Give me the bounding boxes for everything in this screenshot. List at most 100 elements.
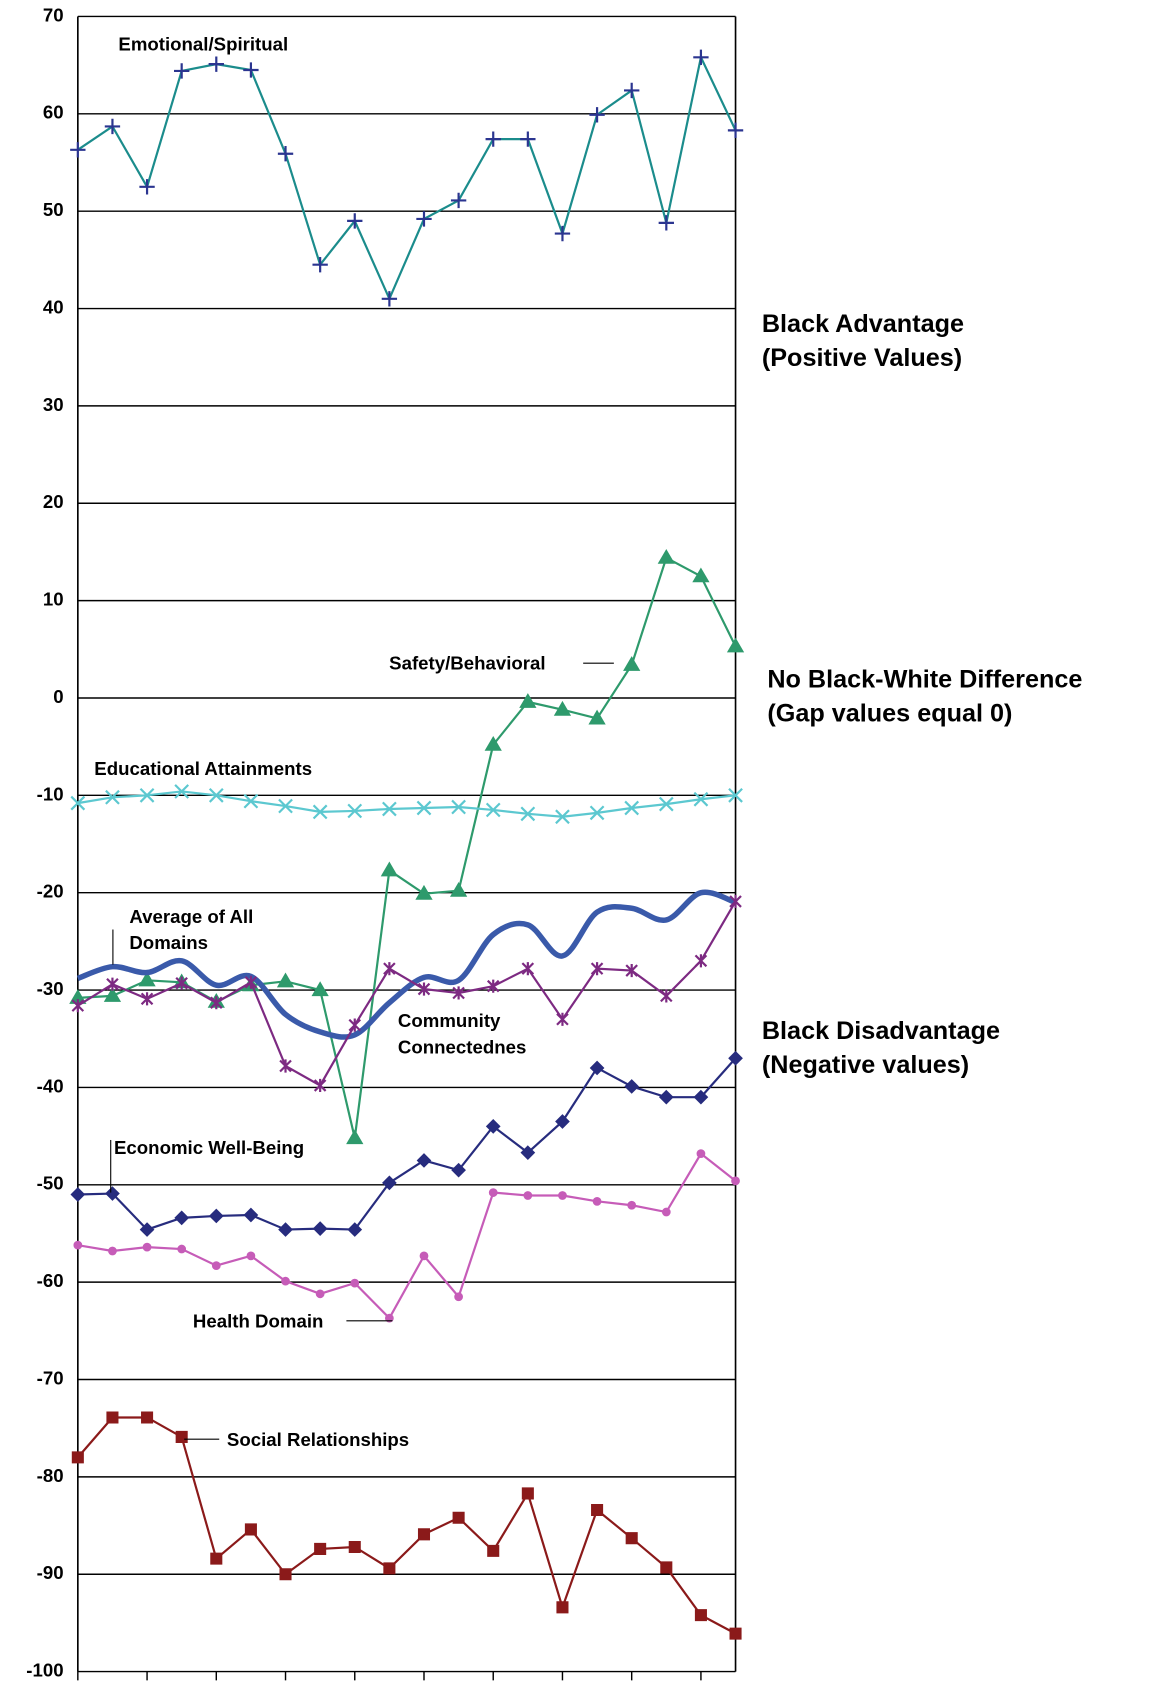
marker [348,1540,361,1554]
marker [381,291,398,307]
marker [731,1176,740,1186]
marker [103,987,122,1002]
marker [555,1114,570,1129]
y-tick-label: -90 [37,1562,64,1583]
marker [139,179,155,195]
series-label: Emotional/Spiritual [118,33,289,55]
annotation: (Positive Values) [762,344,962,372]
marker [312,1221,328,1236]
marker [70,795,86,811]
marker [106,1411,119,1424]
y-tick-label: 60 [43,102,64,123]
marker [208,1208,224,1224]
series-label: Average of All Domains [129,906,254,954]
marker [312,257,328,273]
marker [174,63,190,79]
marker [485,802,501,818]
marker [450,192,467,209]
marker [380,861,399,877]
marker [278,1222,293,1237]
marker [487,1544,500,1557]
marker [70,1187,86,1202]
marker [694,954,708,968]
marker [451,799,466,815]
series-label-box: Educational Attainments [94,759,312,780]
marker [486,979,500,993]
marker [246,1251,256,1261]
y-tick-label: -60 [37,1270,64,1291]
marker [589,805,605,821]
marker [142,1242,152,1252]
marker [657,549,675,564]
marker [71,999,85,1013]
marker [624,800,640,816]
marker [728,1050,743,1066]
marker [105,789,120,805]
marker [108,1246,117,1256]
marker [210,1552,223,1565]
marker [311,981,329,997]
marker [729,1627,742,1640]
y-tick-label: -20 [37,881,64,902]
marker [452,1511,465,1524]
marker [454,1292,463,1302]
marker [71,1451,84,1464]
marker [415,884,433,900]
marker [276,972,295,988]
marker [521,1487,534,1500]
marker [208,787,224,803]
x-tick-label: 1999 [542,1697,583,1699]
series-line [77,53,737,302]
marker [383,962,396,976]
y-tick-label: 20 [43,491,64,512]
marker [417,982,431,996]
marker [693,49,709,66]
marker [590,962,604,976]
marker [624,82,640,99]
marker [693,1089,709,1105]
y-tick-label: 10 [43,589,64,610]
series-label: Safety/Behavioral [389,653,546,675]
marker [174,784,190,799]
marker [451,1162,466,1178]
marker [520,131,536,147]
x-tick-label: 2003 [680,1697,721,1699]
marker [139,787,155,803]
annotation: No Black-White Difference [767,665,1082,693]
series-label-box: Economic Well-Being [114,1137,305,1159]
series-label-box: Emotional/Spiritual [118,33,289,55]
annotation: (Negative values) [762,1051,969,1079]
marker [104,118,121,135]
series-line [77,790,736,818]
marker [588,709,606,725]
series-label: Community Connectednes [397,1010,527,1058]
marker [211,1261,221,1270]
y-tick-label: 70 [43,4,64,25]
marker [592,1196,602,1206]
marker [177,1244,187,1254]
marker [520,1145,536,1161]
series-label-box: Community Connectednes [397,1010,527,1058]
marker [210,996,223,1010]
annotation: (Gap values equal 0) [767,699,1012,727]
y-tick-label: 50 [43,199,64,220]
marker [278,798,293,814]
marker [140,992,154,1006]
series-line [77,900,737,1087]
marker [141,1411,154,1424]
marker [661,1207,671,1217]
marker [694,1609,707,1622]
x-tick-label: 1991 [265,1697,306,1699]
marker [208,56,224,72]
marker [138,971,156,987]
marker [696,1149,706,1159]
marker [73,1240,83,1250]
marker [485,1119,501,1134]
series-label-box: Average of All Domains [129,906,254,954]
marker [658,796,674,812]
y-tick-label: -70 [37,1367,64,1388]
series-label: Economic Well-Being [114,1137,305,1159]
series-label-box: Social Relationships [227,1429,409,1450]
